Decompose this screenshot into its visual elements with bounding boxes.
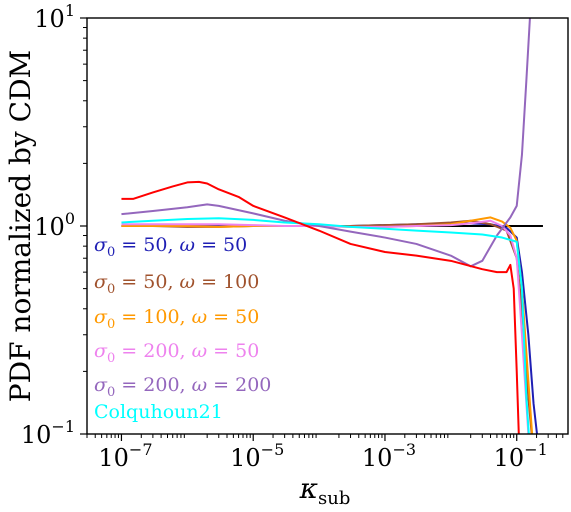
tick-layer: 10−7 10−5 10−3 10−1 10−1 100 101: [21, 1, 564, 472]
y-tick-label: 101: [34, 1, 75, 33]
x-axis-title: κsub: [299, 472, 351, 509]
series-layer: [121, 18, 543, 434]
legend-entry: σ0 = 200, ω = 50: [94, 340, 259, 366]
series-line-5: [121, 217, 530, 434]
y-tick-label: 10−1: [21, 417, 75, 449]
x-tick-label: 10−7: [98, 440, 152, 472]
x-axis-title-subscript: sub: [318, 488, 350, 509]
series-line-4: [121, 18, 531, 268]
legend-entry: σ0 = 100, ω = 50: [94, 306, 259, 332]
y-tick-label: 100: [34, 209, 75, 241]
legend-entry: σ0 = 50, ω = 50: [94, 234, 247, 260]
x-tick-label: 10−3: [362, 440, 416, 472]
legend-entry: σ0 = 50, ω = 100: [94, 271, 259, 297]
x-axis-title-symbol: κ: [299, 472, 318, 505]
y-axis-title: PDF normalized by CDM: [4, 50, 37, 402]
legend: σ0 = 50, ω = 50 σ0 = 50, ω = 100 σ0 = 100,…: [94, 234, 271, 423]
series-line-6: [121, 180, 520, 434]
legend-entry: σ0 = 200, ω = 200: [94, 374, 271, 400]
x-tick-label: 10−5: [230, 440, 284, 472]
x-tick-label: 10−1: [494, 440, 548, 472]
legend-entry: Colquhoun21: [94, 401, 223, 423]
